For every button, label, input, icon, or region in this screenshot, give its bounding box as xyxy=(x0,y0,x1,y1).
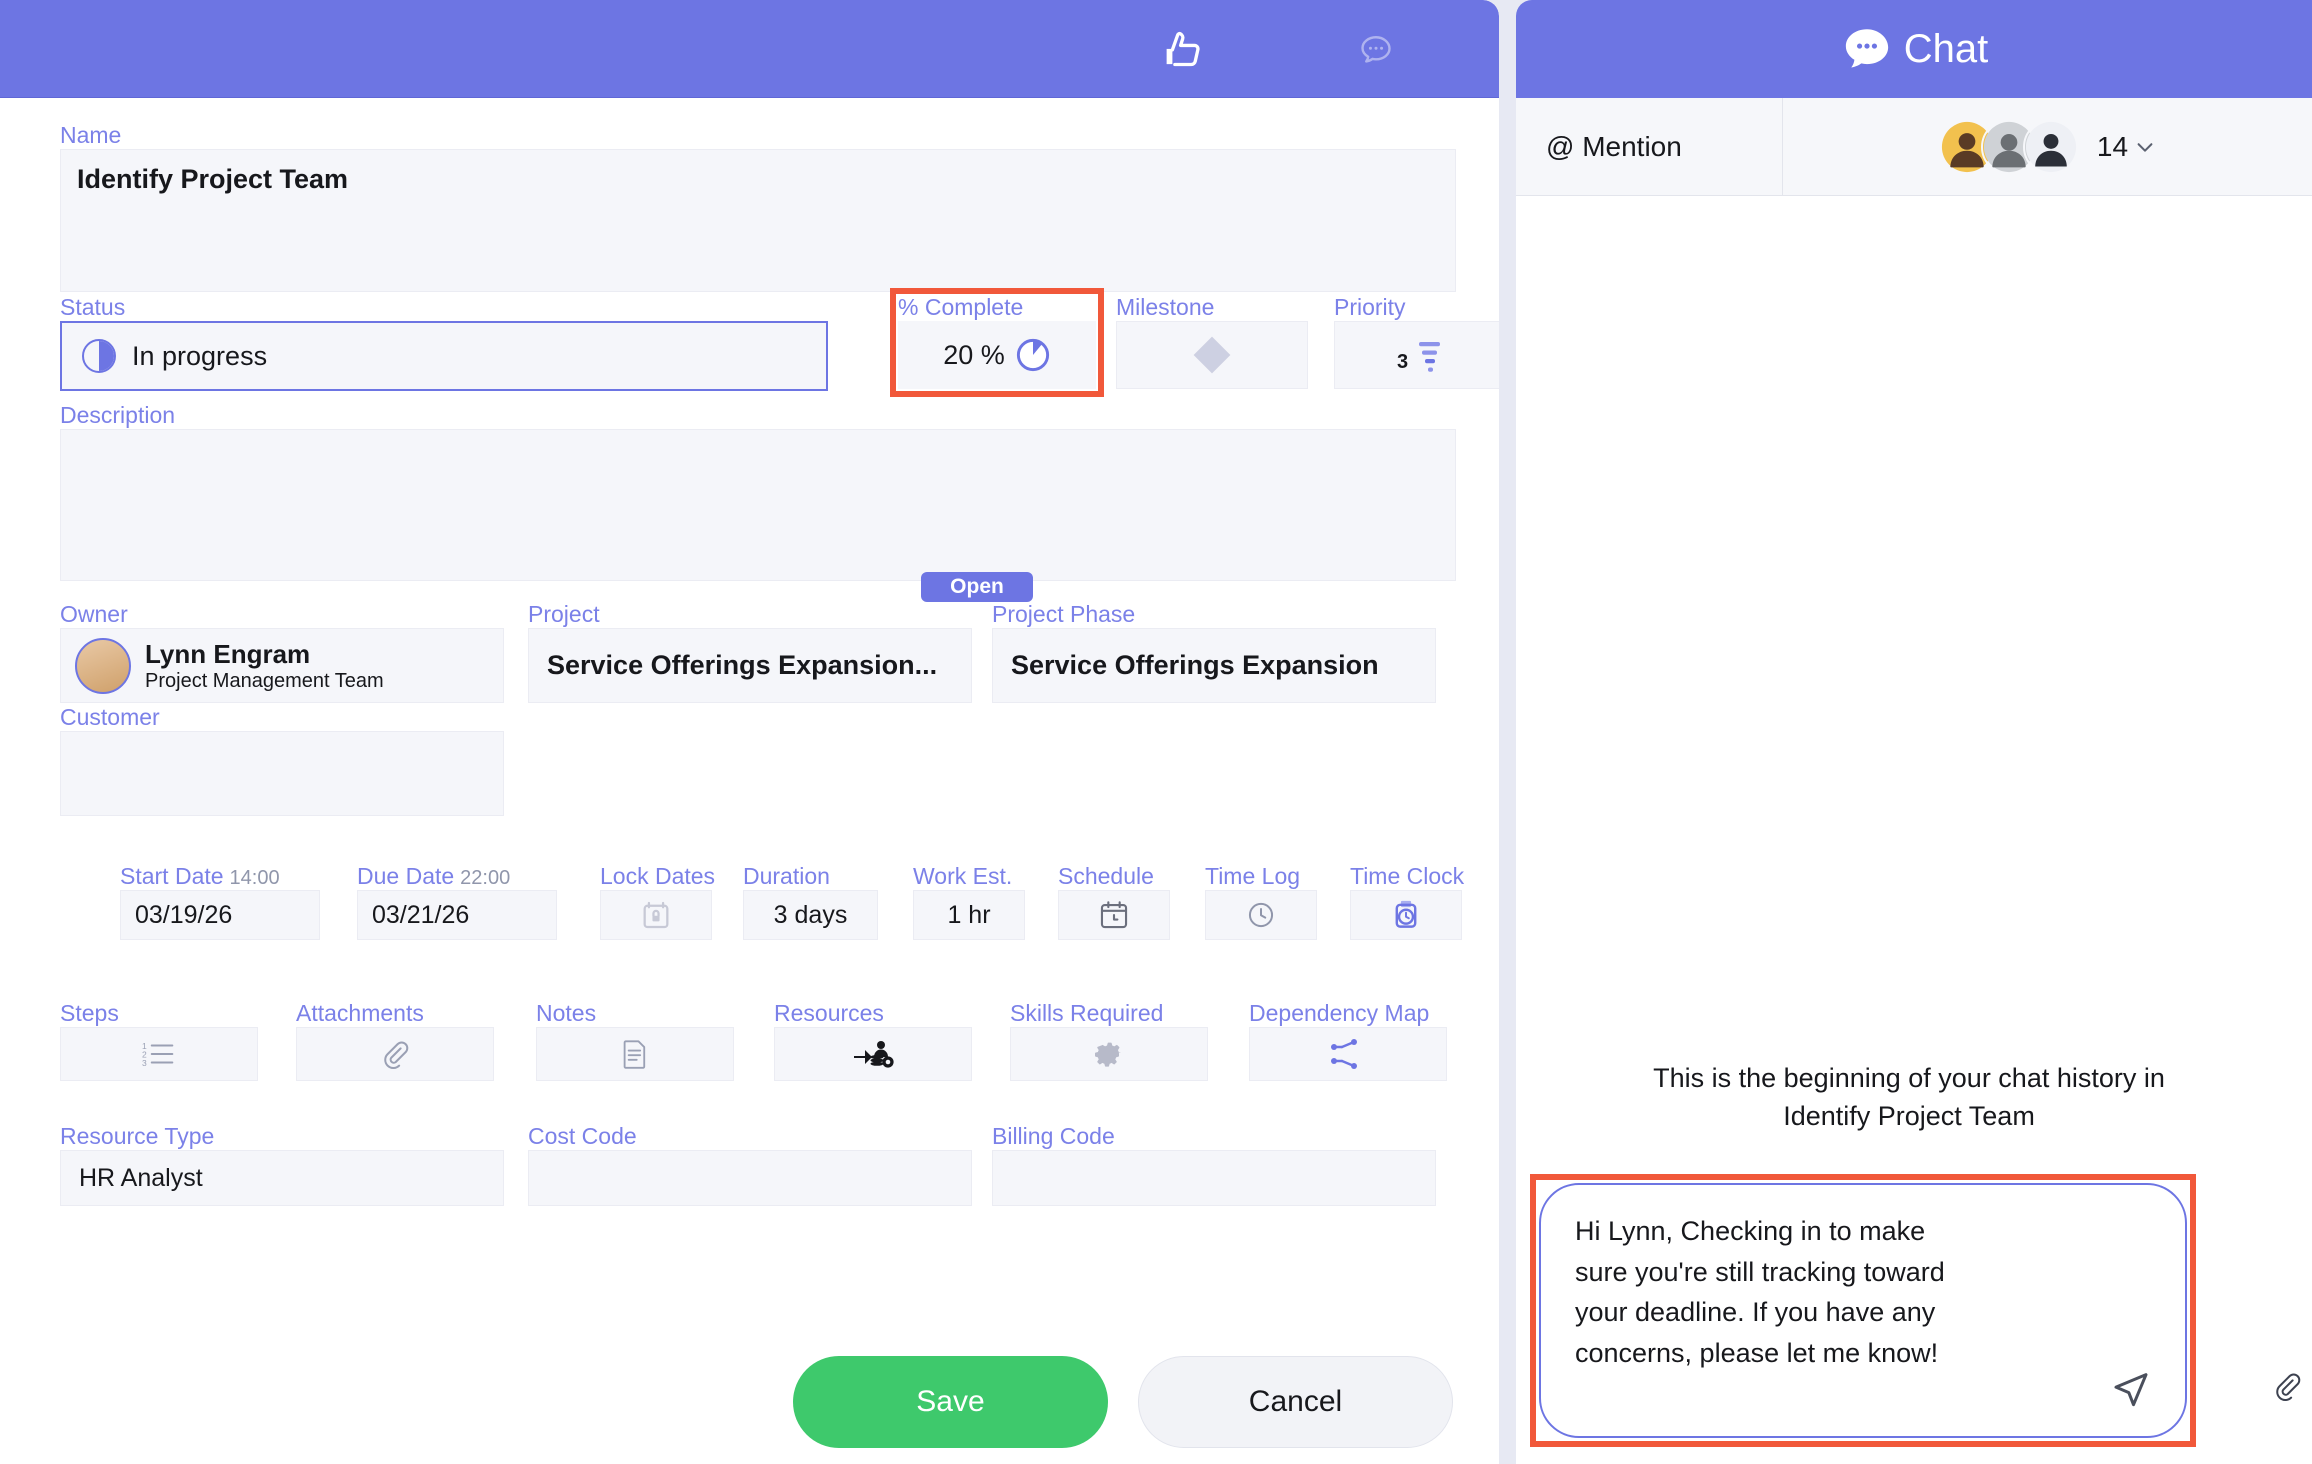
svg-text:3: 3 xyxy=(142,1058,147,1068)
